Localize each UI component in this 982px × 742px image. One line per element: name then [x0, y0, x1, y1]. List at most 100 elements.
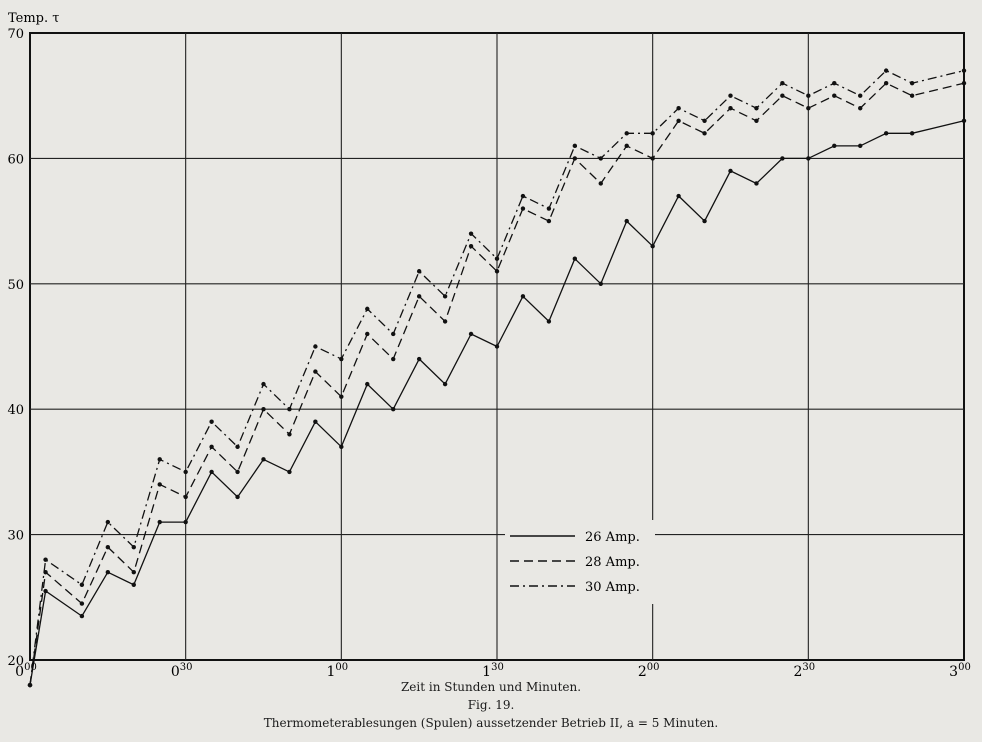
data-point: [105, 544, 111, 550]
data-point: [780, 80, 785, 86]
data-point: [832, 93, 837, 98]
data-point: [676, 193, 681, 199]
data-point: [391, 356, 396, 362]
data-point: [339, 394, 344, 399]
data-point: [909, 80, 915, 86]
data-point: [650, 156, 655, 161]
series-lines: [27, 68, 967, 688]
data-point: [183, 494, 188, 500]
figure-caption: Thermometerablesungen (Spulen) aussetzen…: [263, 716, 719, 730]
x-tick-label: 000: [15, 662, 37, 680]
data-point: [183, 519, 188, 525]
data-point: [27, 682, 33, 688]
data-point: [287, 432, 292, 437]
data-point: [416, 294, 422, 299]
data-point: [416, 356, 422, 362]
legend-background: [505, 520, 655, 604]
data-point: [598, 156, 603, 161]
data-point: [676, 118, 681, 123]
data-point: [365, 306, 370, 312]
data-point: [105, 570, 111, 575]
data-point: [468, 243, 474, 249]
data-point: [806, 106, 811, 111]
data-point: [105, 519, 111, 525]
data-point: [209, 469, 214, 475]
x-axis-label: Zeit in Stunden und Minuten.: [400, 680, 582, 694]
data-point: [883, 131, 889, 136]
data-point: [287, 469, 292, 475]
x-tick-label: 100: [327, 662, 349, 680]
data-point: [598, 181, 603, 186]
data-point: [546, 206, 552, 211]
data-point: [235, 494, 240, 500]
data-point: [624, 131, 629, 136]
data-point: [650, 131, 655, 136]
data-point: [754, 181, 759, 186]
legend-label: 28 Amp.: [585, 555, 640, 570]
data-point: [131, 570, 136, 575]
data-point: [416, 269, 422, 274]
data-point: [365, 331, 370, 337]
data-point: [546, 218, 552, 224]
data-point: [494, 344, 500, 349]
data-point: [235, 444, 240, 450]
y-tick-labels: 20 30 40 50 60 70: [7, 27, 24, 669]
x-tick-label: 130: [482, 662, 504, 680]
data-point: [520, 294, 526, 299]
data-point: [209, 419, 214, 424]
data-point: [806, 156, 811, 161]
legend: 26 Amp. 28 Amp. 30 Amp.: [505, 520, 655, 604]
data-point: [909, 131, 915, 136]
data-point: [520, 193, 526, 199]
y-tick-label: 20: [7, 654, 24, 669]
x-tick-label: 030: [171, 662, 193, 680]
series-line-2: [29, 82, 965, 686]
data-point: [339, 356, 344, 362]
data-point: [157, 482, 162, 487]
data-point: [961, 68, 967, 73]
data-point: [79, 601, 85, 606]
data-point: [79, 613, 85, 619]
data-point: [391, 407, 396, 412]
data-point: [676, 106, 681, 111]
data-point: [832, 143, 837, 149]
data-point: [572, 143, 578, 149]
x-tick-label: 230: [794, 662, 816, 680]
data-point: [442, 381, 448, 387]
data-point: [43, 557, 48, 562]
figure-number: Fig. 19.: [467, 698, 515, 712]
y-tick-label: 40: [7, 403, 24, 418]
y-axis-label: Temp. τ: [8, 11, 59, 26]
data-point: [780, 93, 785, 98]
data-point: [43, 588, 48, 594]
data-point: [702, 131, 707, 136]
data-point: [728, 168, 733, 174]
data-point: [365, 381, 370, 387]
data-point: [624, 143, 629, 149]
data-point: [624, 218, 629, 224]
data-point: [598, 281, 603, 286]
data-point: [79, 582, 85, 587]
data-point: [261, 381, 266, 387]
data-point: [287, 407, 292, 412]
data-point: [468, 231, 474, 236]
data-point: [702, 118, 707, 123]
data-point: [858, 93, 863, 98]
data-point: [909, 93, 915, 98]
data-point: [520, 206, 526, 211]
x-tick-label: 300: [949, 662, 971, 680]
data-point: [806, 93, 811, 98]
data-point: [572, 156, 578, 161]
data-point: [442, 319, 448, 324]
data-point: [157, 519, 162, 525]
data-point: [442, 294, 448, 299]
data-point: [313, 369, 318, 374]
data-point: [728, 93, 733, 98]
data-point: [961, 80, 967, 86]
data-point: [832, 80, 837, 86]
legend-label: 26 Amp.: [585, 530, 640, 545]
y-tick-label: 60: [7, 152, 24, 167]
data-point: [754, 106, 759, 111]
x-tick-labels: 000 030 100 130 200 230 300: [15, 662, 971, 680]
